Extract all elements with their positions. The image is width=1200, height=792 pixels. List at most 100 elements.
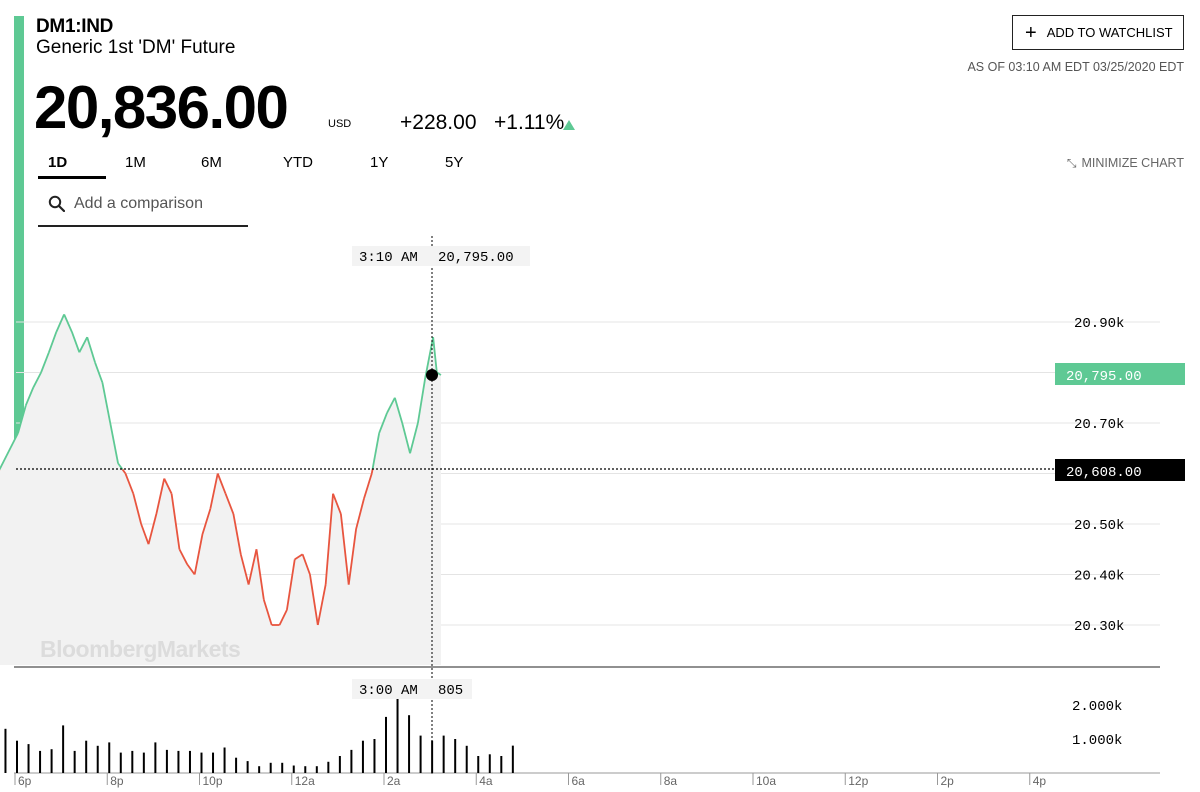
tab-1y[interactable]: 1Y: [370, 154, 389, 171]
time-tick-label: 8p: [110, 774, 124, 788]
price-line-segment: [286, 559, 296, 610]
price-line-segment: [409, 422, 419, 454]
price-line-segment: [124, 473, 135, 495]
price-line-segment: [393, 397, 404, 424]
tab-5y[interactable]: 5Y: [445, 154, 464, 171]
previous-close-badge: [1055, 459, 1185, 481]
price-line-segment: [48, 331, 58, 353]
crosshair-time: 3:10 AM: [359, 250, 418, 266]
search-icon: [48, 195, 65, 212]
price-line-segment: [401, 422, 411, 454]
price-line-segment: [301, 553, 311, 575]
comparison-search: [38, 186, 248, 227]
price-line-segment: [163, 478, 173, 495]
up-arrow-icon: [563, 120, 575, 130]
price-line-segment: [370, 469, 374, 474]
watermark: BloombergMarkets: [40, 636, 240, 662]
crosshair-label-box: [352, 246, 530, 266]
tab-ytd[interactable]: YTD: [283, 154, 313, 171]
price-line-segment: [209, 473, 219, 510]
price-line-segment: [432, 337, 438, 373]
time-tick-label: 12p: [848, 774, 868, 788]
time-tick-label: 10a: [756, 774, 776, 788]
price-line-segment: [17, 405, 27, 434]
accent-bar: [14, 16, 24, 468]
price-line-segment: [424, 336, 435, 378]
price-line-segment: [347, 528, 357, 585]
as-of-timestamp: AS OF 03:10 AM EDT 03/25/2020 EDT: [967, 60, 1184, 74]
time-tick-label: 6a: [572, 774, 586, 788]
price-line-segment: [0, 432, 19, 470]
plus-icon: +: [1025, 21, 1037, 44]
price-line-segment: [109, 422, 119, 464]
tab-1d[interactable]: 1D: [48, 154, 68, 171]
add-to-watchlist-button[interactable]: + ADD TO WATCHLIST: [1012, 15, 1184, 50]
volume-tick-label: 1.000k: [1072, 733, 1122, 749]
price-line-segment: [178, 548, 189, 565]
price-line-segment: [216, 473, 227, 495]
tab-6m[interactable]: 6M: [201, 154, 222, 171]
price-line-segment: [386, 397, 396, 414]
last-value-label: 20,795.00: [1066, 369, 1142, 385]
price-line-segment: [363, 473, 373, 500]
price-tick-label: 20.40k: [1074, 569, 1124, 585]
volume-crosshair-box: [352, 679, 472, 699]
price-line-segment: [339, 513, 350, 585]
crosshair-value: 20,795.00: [438, 250, 514, 266]
price-line-segment: [255, 549, 265, 600]
price-line-segment: [247, 549, 258, 585]
price-line-segment: [25, 387, 35, 406]
price-line-segment: [239, 554, 250, 585]
price-area-fill: [0, 314, 441, 665]
price-line-segment: [121, 468, 127, 475]
price-line-segment: [32, 372, 42, 389]
last-price: 20,836.00: [34, 74, 289, 141]
active-tab-underline: [38, 176, 106, 179]
time-tick-label: 4p: [1033, 774, 1047, 788]
price-line-segment: [193, 533, 204, 575]
minimize-label: MINIMIZE CHART: [1081, 156, 1184, 170]
security-name: Generic 1st 'DM' Future: [36, 37, 236, 58]
price-line-segment: [147, 513, 158, 545]
price-change: +228.00: [400, 111, 477, 134]
minimize-chart-button[interactable]: ⤡ MINIMIZE CHART: [1067, 156, 1184, 171]
price-line-segment: [94, 362, 104, 383]
price-line-segment: [417, 377, 427, 424]
time-tick-label: 12a: [295, 774, 315, 788]
price-tick-label: 20.90k: [1074, 316, 1124, 332]
last-value-badge: [1055, 363, 1185, 385]
price-line-segment: [232, 513, 242, 555]
price-line-segment: [201, 508, 212, 535]
price-line-segment: [355, 498, 365, 530]
tab-1m[interactable]: 1M: [125, 154, 146, 171]
price-line-segment: [324, 493, 334, 585]
ticker-symbol: DM1:IND: [36, 16, 114, 37]
price-line-segment: [170, 493, 181, 550]
time-tick-label: 2a: [387, 774, 401, 788]
watchlist-label: ADD TO WATCHLIST: [1046, 25, 1173, 40]
time-tick-label: 4a: [479, 774, 493, 788]
price-line-segment: [186, 563, 196, 576]
price-line-segment: [262, 599, 273, 626]
currency-label: USD: [328, 118, 352, 130]
price-line-segment: [278, 609, 288, 626]
volume-crosshair-value: 805: [438, 683, 463, 699]
price-line-segment: [71, 331, 81, 353]
price-line-segment: [224, 493, 235, 515]
price-line-segment: [55, 314, 65, 333]
last-point-marker: [426, 369, 438, 382]
volume-crosshair-time: 3:00 AM: [359, 683, 418, 699]
price-line-segment: [332, 493, 342, 515]
volume-tick-label: 2.000k: [1072, 699, 1122, 715]
price-tick-label: 20.50k: [1074, 518, 1124, 534]
time-tick-label: 2p: [941, 774, 955, 788]
price-line-segment: [294, 553, 304, 561]
time-tick-label: 10p: [203, 774, 223, 788]
price-line-segment: [132, 493, 143, 525]
comparison-search-input[interactable]: [74, 192, 244, 216]
price-line-segment: [309, 574, 319, 626]
price-line-segment: [101, 382, 112, 424]
price-line-segment: [378, 412, 388, 434]
price-change-percent: +1.11%: [494, 111, 565, 134]
